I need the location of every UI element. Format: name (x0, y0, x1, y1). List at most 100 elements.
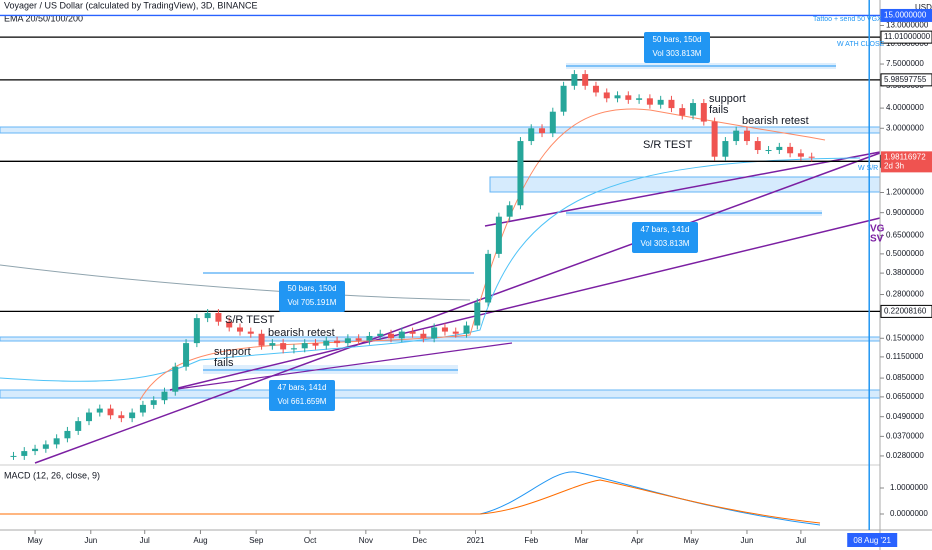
candle (711, 121, 718, 157)
x-tick-label: Sep (249, 536, 264, 545)
candle (571, 74, 578, 86)
measure-bars: 50 bars, 150d (288, 284, 337, 293)
level-label: 0.22008160 (884, 307, 927, 316)
y-tick-label: 4.0000000 (886, 103, 924, 112)
annotation: fails (214, 357, 234, 369)
candle (107, 408, 114, 416)
x-tick-label: Jul (140, 536, 150, 545)
candle (765, 150, 772, 152)
annotation: VG (870, 224, 885, 235)
candle (409, 331, 416, 334)
y-tick-label: 0.0650000 (886, 392, 924, 401)
measure-box (644, 32, 710, 63)
candle (420, 333, 427, 339)
y-tick-label: 0.6500000 (886, 231, 924, 240)
ema-200 (0, 264, 471, 301)
candle (96, 408, 103, 413)
zone (489, 176, 881, 193)
measure-vol: Vol 661.659M (278, 397, 327, 406)
x-tick-label: Aug (193, 536, 207, 545)
candle (85, 412, 92, 422)
x-tick-label: Jul (796, 536, 806, 545)
candle (129, 412, 136, 419)
candle (42, 444, 49, 449)
candle (614, 95, 621, 99)
x-tick-label: May (27, 536, 42, 545)
currency: USD (915, 3, 932, 12)
x-tick-label: Jun (741, 536, 754, 545)
candle (258, 333, 265, 346)
candle (139, 404, 146, 413)
candle (388, 333, 395, 339)
candle (172, 366, 179, 392)
x-tick-label: Jun (84, 536, 97, 545)
measure-box (279, 281, 345, 312)
candle (733, 130, 740, 142)
level-label: 15.0000000 (884, 11, 927, 20)
candle (506, 205, 513, 217)
measure-bars: 47 bars, 141d (641, 225, 690, 234)
candle (528, 128, 535, 142)
y-tick-label: 0.9000000 (886, 208, 924, 217)
trendline (34, 152, 881, 464)
candle (668, 99, 675, 109)
measure-vol: Vol 303.813M (653, 49, 702, 58)
level-label-box (880, 8, 932, 22)
trendlines (0, 108, 881, 464)
y-tick-label: 1.2000000 (886, 188, 924, 197)
zone (0, 389, 881, 399)
date-marker-label: 08 Aug '21 (853, 536, 891, 545)
annotation: S/R TEST (225, 314, 275, 326)
candle (539, 128, 546, 134)
candle (344, 338, 351, 344)
candle (646, 98, 653, 105)
y-tick-label: 7.5000000 (886, 59, 924, 68)
measure-vol: Vol 705.191M (288, 298, 337, 307)
symbol-title: Voyager / US Dollar (calculated by Tradi… (4, 0, 257, 10)
candle (495, 216, 502, 254)
countdown: 2d 3h (884, 161, 904, 170)
candle (75, 421, 82, 431)
candle (118, 415, 125, 419)
candle (485, 253, 492, 303)
candle (722, 141, 729, 157)
y-tick-label: 3.0000000 (886, 123, 924, 132)
candle (215, 313, 222, 322)
candle (204, 313, 211, 319)
trendline (484, 151, 881, 227)
candle (398, 331, 405, 339)
candle (53, 438, 60, 445)
candle (226, 321, 233, 328)
candle (679, 108, 686, 116)
annotation: S/R TEST (643, 139, 693, 151)
x-tick-label: Oct (304, 536, 317, 545)
y-tick-label: 0.3800000 (886, 268, 924, 277)
candle (549, 111, 556, 134)
macd-tick-label: 1.0000000 (890, 483, 928, 492)
y-tick-label: 0.1150000 (886, 352, 924, 361)
annotation: support (709, 93, 746, 105)
last-price: 1.98116972 (884, 152, 926, 161)
candle (193, 318, 200, 344)
y-tick-label: 0.2800000 (886, 290, 924, 299)
annotation: W ATH CLOSE (837, 41, 885, 48)
candle (64, 430, 71, 439)
y-tick-label: 0.1500000 (886, 333, 924, 342)
candle (237, 327, 243, 332)
level-label: 11.01000000 (884, 32, 931, 41)
candle (21, 451, 28, 456)
measure-box (269, 380, 335, 411)
macd-label: MACD (12, 26, close, 9) (4, 470, 100, 480)
annotation: bearish retest (742, 115, 809, 127)
last-price-box (881, 151, 932, 173)
candle (247, 331, 254, 334)
candle (366, 335, 373, 341)
level-label-box (880, 304, 932, 318)
x-tick-label: Mar (575, 536, 589, 545)
annotation: Tattoo + send 50 VGX (813, 16, 882, 23)
annotation: bearish retest (268, 327, 335, 339)
candle (797, 153, 804, 157)
x-tick-label: May (684, 536, 699, 545)
